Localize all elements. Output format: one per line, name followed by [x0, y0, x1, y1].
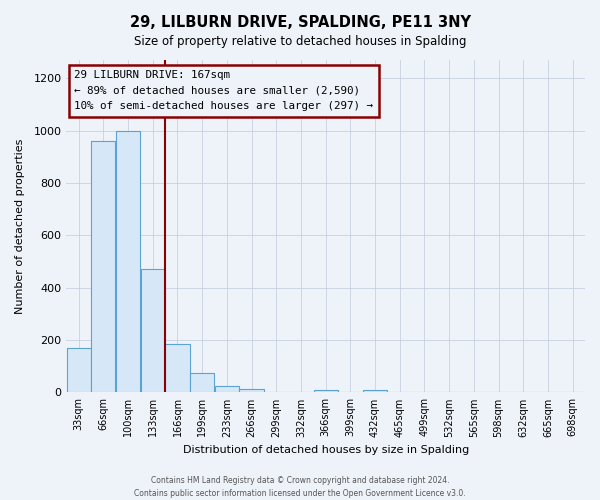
- Text: 29 LILBURN DRIVE: 167sqm
← 89% of detached houses are smaller (2,590)
10% of sem: 29 LILBURN DRIVE: 167sqm ← 89% of detach…: [74, 70, 373, 111]
- Text: 29, LILBURN DRIVE, SPALDING, PE11 3NY: 29, LILBURN DRIVE, SPALDING, PE11 3NY: [130, 15, 470, 30]
- Bar: [215, 386, 239, 392]
- Bar: [314, 390, 338, 392]
- Bar: [91, 141, 115, 393]
- X-axis label: Distribution of detached houses by size in Spalding: Distribution of detached houses by size …: [182, 445, 469, 455]
- Bar: [166, 344, 190, 393]
- Text: Size of property relative to detached houses in Spalding: Size of property relative to detached ho…: [134, 35, 466, 48]
- Bar: [239, 388, 263, 392]
- Bar: [140, 270, 165, 392]
- Bar: [67, 348, 91, 393]
- Y-axis label: Number of detached properties: Number of detached properties: [15, 138, 25, 314]
- Bar: [116, 130, 140, 392]
- Bar: [363, 390, 387, 392]
- Text: Contains HM Land Registry data © Crown copyright and database right 2024.
Contai: Contains HM Land Registry data © Crown c…: [134, 476, 466, 498]
- Bar: [190, 373, 214, 392]
